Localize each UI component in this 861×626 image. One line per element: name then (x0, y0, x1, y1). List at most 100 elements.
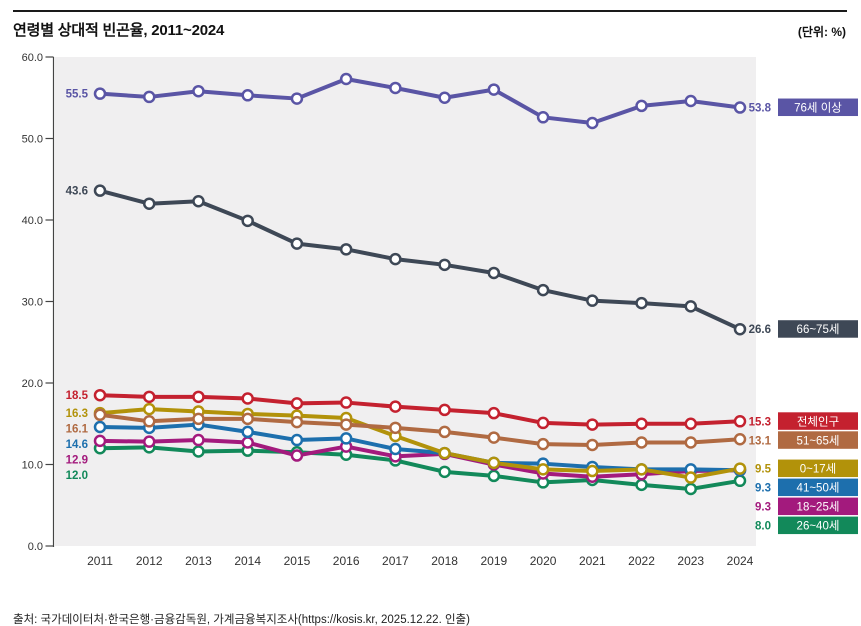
y-tick-label: 30.0 (22, 297, 43, 309)
data-point-51~65세 (93, 408, 107, 422)
data-point-66~75세 (241, 214, 254, 228)
series-line-66~75세 (98, 188, 742, 332)
data-point-76세 이상 (290, 92, 304, 105)
end-value-label-18~25세: 9.3 (755, 502, 771, 514)
y-tick-label: 20.0 (22, 378, 43, 390)
data-point-66~75세 (586, 294, 599, 307)
data-point-0~17세 (536, 463, 550, 476)
data-point-76세 이상 (684, 94, 698, 108)
data-point-41~50세 (93, 420, 107, 434)
data-point-0~17세 (733, 462, 747, 475)
data-point-0~17세 (487, 456, 501, 470)
legend-badge-51~65세 (778, 431, 858, 449)
data-point-66~75세 (290, 237, 304, 250)
y-tick-label: 60.0 (22, 52, 43, 64)
page-title: 연령별 상대적 빈곤율, 2011~2024 (13, 22, 225, 39)
data-point-51~65세 (733, 432, 747, 446)
data-point-51~65세 (487, 431, 501, 444)
x-tick-label: 2012 (136, 554, 163, 568)
data-point-66~75세 (635, 296, 648, 310)
start-value-label-18~25세: 12.9 (66, 455, 88, 467)
legend-badge-41~50세 (778, 478, 858, 497)
data-point-76세 이상 (438, 91, 451, 104)
data-point-76세 이상 (389, 81, 402, 95)
legend-label-76세 이상: 76세 이상 (794, 102, 842, 115)
data-point-66~75세 (192, 195, 205, 208)
x-tick-label: 2020 (530, 554, 557, 568)
data-point-51~65세 (684, 436, 698, 449)
data-point-76세 이상 (487, 83, 501, 96)
data-point-전체인구 (635, 417, 648, 430)
start-value-label-76세 이상: 55.5 (66, 89, 89, 101)
data-point-51~65세 (389, 421, 402, 435)
data-point-0~17세 (142, 402, 156, 416)
legend-label-51~65세: 51~65세 (797, 434, 840, 447)
x-tick-label: 2017 (382, 554, 409, 568)
chart-footer: 출처: 국가데이터처·한국은행·금융감독원, 가계금융복지조사(https://… (13, 575, 470, 626)
series-line-26~40세 (98, 445, 742, 491)
end-value-label-76세 이상: 53.8 (749, 103, 772, 115)
y-tick-label: 40.0 (22, 215, 43, 227)
data-point-66~75세 (339, 243, 353, 256)
data-point-66~75세 (487, 266, 501, 280)
legend-badge-26~40세 (778, 516, 858, 535)
data-point-0~17세 (586, 464, 599, 478)
end-value-label-41~50세: 9.3 (755, 483, 771, 495)
data-point-전체인구 (241, 392, 254, 405)
start-value-label-41~50세: 14.6 (66, 439, 88, 451)
end-value-label-66~75세: 26.6 (749, 324, 771, 336)
data-point-51~65세 (142, 415, 156, 428)
data-point-66~75세 (438, 258, 451, 272)
start-value-label-51~65세: 16.1 (66, 424, 89, 436)
data-point-0~17세 (635, 463, 648, 476)
x-tick-label: 2016 (333, 554, 360, 568)
series-line-51~65세 (98, 412, 742, 447)
data-point-66~75세 (536, 283, 550, 297)
start-value-label-전체인구: 18.5 (66, 390, 89, 402)
legend-badge-전체인구 (778, 412, 858, 430)
end-value-label-26~40세: 8.0 (755, 521, 771, 533)
data-point-51~65세 (536, 437, 550, 451)
x-tick-label: 2024 (727, 554, 754, 568)
data-point-전체인구 (487, 406, 501, 420)
y-tick-label: 0.0 (28, 541, 43, 553)
data-point-전체인구 (339, 396, 353, 409)
data-point-전체인구 (142, 390, 156, 404)
x-tick-label: 2018 (431, 554, 458, 568)
top-divider (13, 10, 847, 12)
unit-label: (단위: %) (797, 25, 846, 39)
data-point-전체인구 (733, 415, 747, 428)
data-point-76세 이상 (339, 72, 353, 86)
data-point-66~75세 (389, 252, 402, 266)
data-point-41~50세 (241, 425, 254, 439)
data-point-76세 이상 (192, 84, 205, 98)
legend-label-0~17세: 0~17세 (800, 463, 836, 476)
data-point-41~50세 (290, 433, 304, 447)
source-note: 출처: 국가데이터처·한국은행·금융감독원, 가계금융복지조사(https://… (13, 614, 470, 626)
data-point-51~65세 (192, 412, 205, 426)
data-point-51~65세 (438, 425, 451, 439)
end-value-label-0~17세: 9.5 (755, 464, 772, 476)
x-tick-label: 2019 (480, 554, 507, 568)
data-point-51~65세 (586, 438, 599, 452)
legend-label-26~40세: 26~40세 (797, 520, 840, 533)
legend-label-18~25세: 18~25세 (797, 501, 840, 514)
data-point-76세 이상 (93, 87, 107, 100)
data-point-66~75세 (142, 197, 156, 210)
data-point-18~25세 (241, 436, 254, 449)
data-point-26~40세 (487, 469, 501, 483)
data-point-26~40세 (733, 474, 747, 488)
start-value-label-0~17세: 16.3 (66, 408, 88, 420)
data-point-66~75세 (684, 300, 698, 313)
data-point-18~25세 (290, 449, 304, 462)
x-tick-label: 2022 (628, 554, 655, 568)
legend-label-41~50세: 41~50세 (797, 482, 840, 495)
data-point-51~65세 (339, 418, 353, 431)
data-point-0~17세 (438, 446, 451, 460)
data-point-전체인구 (389, 400, 402, 413)
series-line-18~25세 (98, 438, 742, 479)
data-point-26~40세 (635, 478, 648, 492)
end-value-label-51~65세: 13.1 (749, 435, 772, 447)
